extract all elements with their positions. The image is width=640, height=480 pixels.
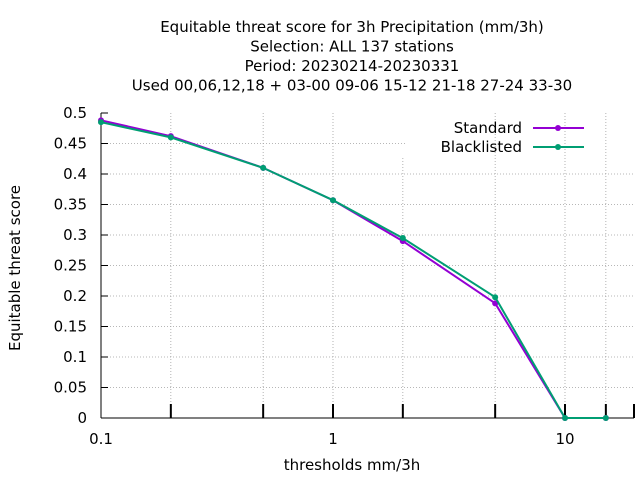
data-point-blacklisted [167, 134, 174, 141]
title-line-1: Equitable threat score for 3h Precipitat… [160, 18, 544, 36]
x-axis-label: thresholds mm/3h [284, 456, 421, 474]
x-tick-label: 0.1 [89, 430, 113, 448]
y-tick-label: 0.15 [54, 318, 87, 336]
data-series [98, 117, 609, 421]
y-tick-label: 0 [77, 409, 87, 427]
data-point-blacklisted [602, 415, 609, 421]
y-tick-label: 0.3 [63, 226, 87, 244]
y-tick-label: 0.35 [54, 196, 87, 214]
legend-label-standard: Standard [454, 119, 522, 137]
data-point-blacklisted [562, 415, 568, 421]
title-line-4: Used 00,06,12,18 + 03-00 09-06 15-12 21-… [132, 77, 572, 95]
data-point-blacklisted [260, 164, 267, 171]
x-tick-label: 1 [328, 430, 338, 448]
y-tick-label: 0.05 [54, 379, 87, 397]
legend-marker-standard [555, 125, 561, 131]
y-axis-label: Equitable threat score [6, 185, 24, 351]
grid-lines [101, 113, 634, 418]
y-tick-label: 0.5 [63, 104, 87, 122]
data-point-blacklisted [98, 119, 104, 126]
legend-marker-blacklisted [555, 144, 561, 150]
x-axis-ticks: 0.1 1 10 [89, 404, 635, 448]
legend-label-blacklisted: Blacklisted [441, 138, 522, 156]
data-point-blacklisted [330, 197, 336, 204]
y-tick-label: 0.25 [54, 257, 87, 275]
data-point-standard [492, 300, 499, 307]
y-tick-label: 0.1 [63, 348, 87, 366]
title-line-3: Period: 20230214-20230331 [245, 57, 460, 75]
series-line-standard [100, 119, 606, 419]
y-axis-ticks: 0 0.05 0.1 0.15 0.2 0.25 0.3 0.35 0.4 0.45 0.5 [54, 104, 108, 427]
data-point-blacklisted [399, 235, 406, 242]
y-tick-label: 0.4 [63, 165, 87, 183]
title-line-2: Selection: ALL 137 stations [250, 38, 454, 56]
chart-title: Equitable threat score for 3h Precipitat… [132, 18, 572, 95]
x-tick-label: 10 [555, 430, 574, 448]
data-point-blacklisted [492, 294, 499, 301]
series-line-blacklisted [100, 121, 606, 419]
y-tick-label: 0.2 [63, 287, 87, 305]
y-tick-label: 0.45 [54, 135, 87, 153]
